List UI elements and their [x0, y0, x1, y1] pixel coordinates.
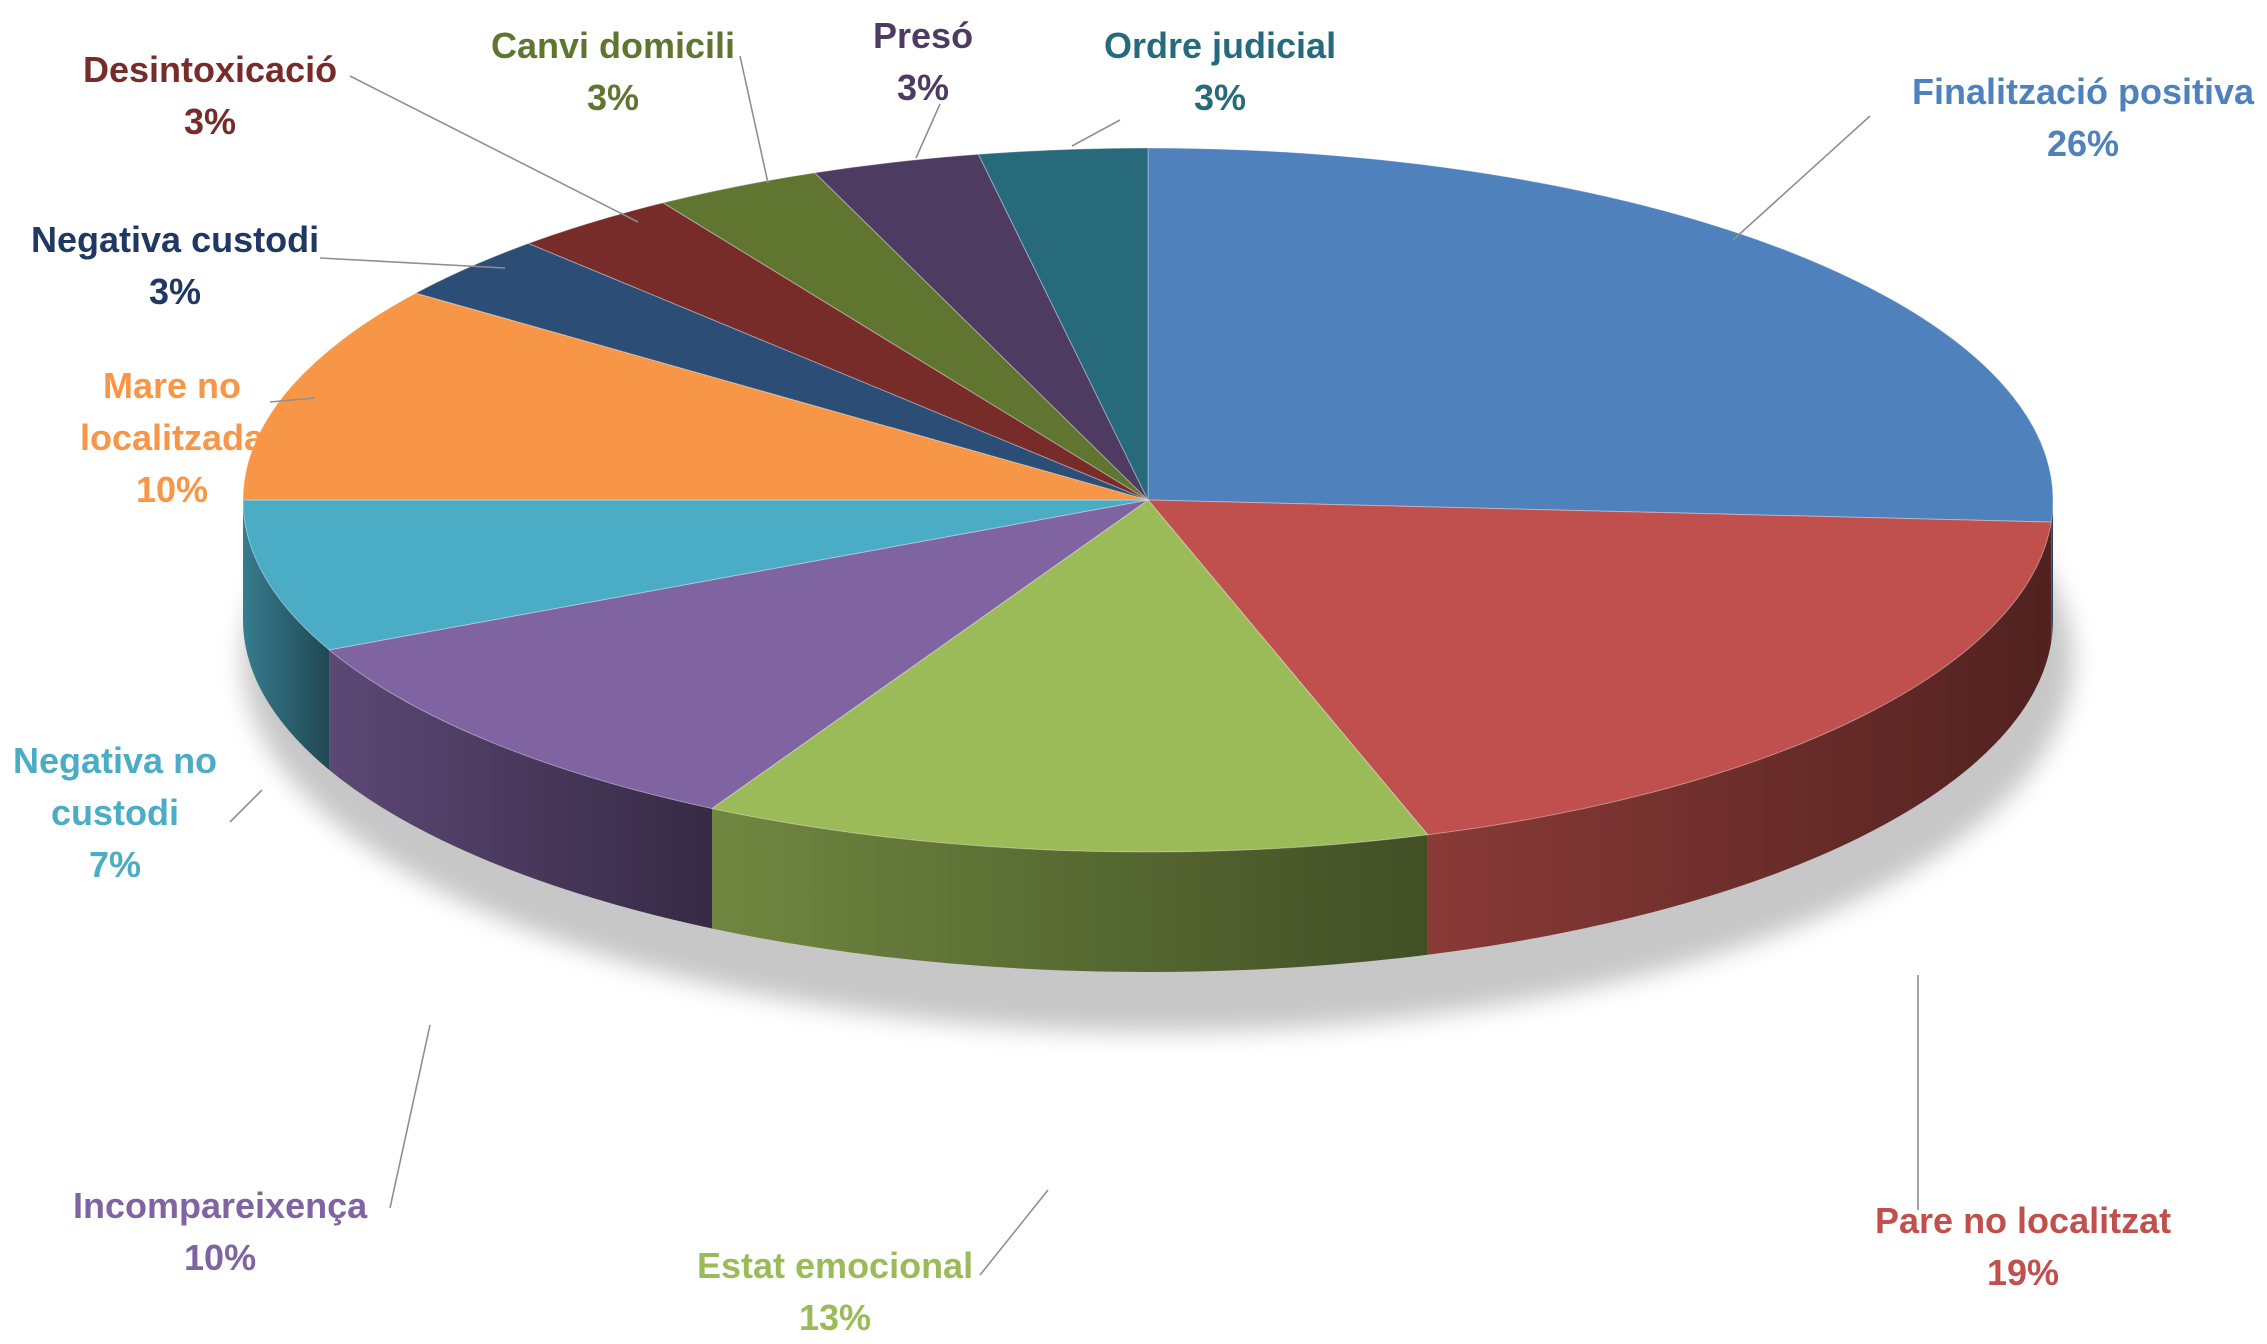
data-label-name: Canvi domicili — [491, 25, 736, 66]
data-label-percent: 7% — [89, 844, 142, 885]
data-label-name: Presó — [873, 15, 974, 56]
data-label-name: Pare no localitzat — [1875, 1200, 2172, 1241]
leader-line-finalitzacio — [1732, 115, 1871, 241]
pie-side-negativa-no-custodi — [243, 500, 330, 770]
data-label-mare: Mare no localitzada 10% — [80, 360, 264, 516]
pie-slice-incompareixenca — [327, 499, 1149, 809]
pie-side-estat — [712, 808, 1428, 973]
data-label-name: localitzada — [80, 417, 265, 458]
data-label-name: Mare no — [103, 365, 242, 406]
data-label-percent: 26% — [2047, 123, 2120, 164]
pie-side-incompareixenca — [329, 649, 713, 929]
data-label-desintoxicacio: Desintoxicació 3% — [83, 44, 337, 148]
data-label-incompareixenca: Incompareixença 10% — [73, 1180, 367, 1284]
leader-line-negativa-no-custodi — [229, 789, 263, 823]
pie-slice-canvi — [661, 172, 1149, 501]
data-label-name: Negativa custodi — [31, 219, 320, 260]
leader-line-estat — [979, 1189, 1049, 1276]
data-label-name: Incompareixença — [73, 1185, 368, 1226]
data-label-name: Negativa no — [13, 740, 218, 781]
data-label-percent: 3% — [897, 67, 950, 108]
leader-line-mare — [269, 397, 316, 403]
data-label-percent: 3% — [184, 101, 237, 142]
data-label-canvi: Canvi domicili 3% — [491, 20, 735, 124]
data-label-pare: Pare no localitzat 19% — [1875, 1195, 2171, 1299]
data-label-preso: Presó 3% — [873, 10, 973, 114]
data-label-percent: 3% — [149, 271, 202, 312]
data-label-name: Finalització positiva — [1912, 71, 2255, 112]
data-label-negativa-no-custodi: Negativa no custodi 7% — [13, 735, 217, 891]
data-label-name: Desintoxicació — [83, 49, 338, 90]
leader-line-incompareixenca — [389, 1024, 431, 1209]
pie-slice-pare — [1146, 499, 2052, 836]
pie-slice-ordre — [977, 147, 1149, 501]
leader-line-negativa-custodi — [319, 257, 506, 269]
leader-line-preso — [915, 103, 941, 159]
leader-line-canvi — [739, 55, 769, 184]
pie-side-finalitzacio — [2051, 500, 2053, 643]
pie-side-pare — [1427, 522, 2052, 955]
pie-slice-negativa-no-custodi — [242, 499, 1149, 651]
pie-slice-negativa-custodi — [414, 242, 1149, 501]
data-label-negativa-custodi: Negativa custodi 3% — [31, 214, 319, 318]
data-label-ordre: Ordre judicial 3% — [1104, 20, 1336, 124]
data-label-percent: 3% — [1194, 77, 1247, 118]
data-label-percent: 10% — [184, 1237, 257, 1278]
data-label-percent: 10% — [136, 469, 209, 510]
leader-line-desintoxicacio — [349, 75, 639, 223]
pie-slice-desintoxicacio — [527, 202, 1149, 501]
data-label-name: Estat emocional — [697, 1245, 974, 1286]
leader-line-ordre — [1071, 119, 1121, 147]
data-label-percent: 13% — [799, 1297, 872, 1338]
data-label-estat: Estat emocional 13% — [697, 1240, 973, 1344]
data-label-name: custodi — [51, 792, 180, 833]
pie-slice-estat — [710, 499, 1429, 853]
data-label-finalitzacio: Finalització positiva 26% — [1912, 66, 2254, 170]
pie-slice-preso — [813, 153, 1149, 501]
pie-slice-mare — [242, 292, 1149, 501]
pie-slice-finalitzacio — [1147, 147, 2054, 523]
data-label-percent: 3% — [587, 77, 640, 118]
data-label-percent: 19% — [1987, 1252, 2060, 1293]
data-label-name: Ordre judicial — [1104, 25, 1337, 66]
